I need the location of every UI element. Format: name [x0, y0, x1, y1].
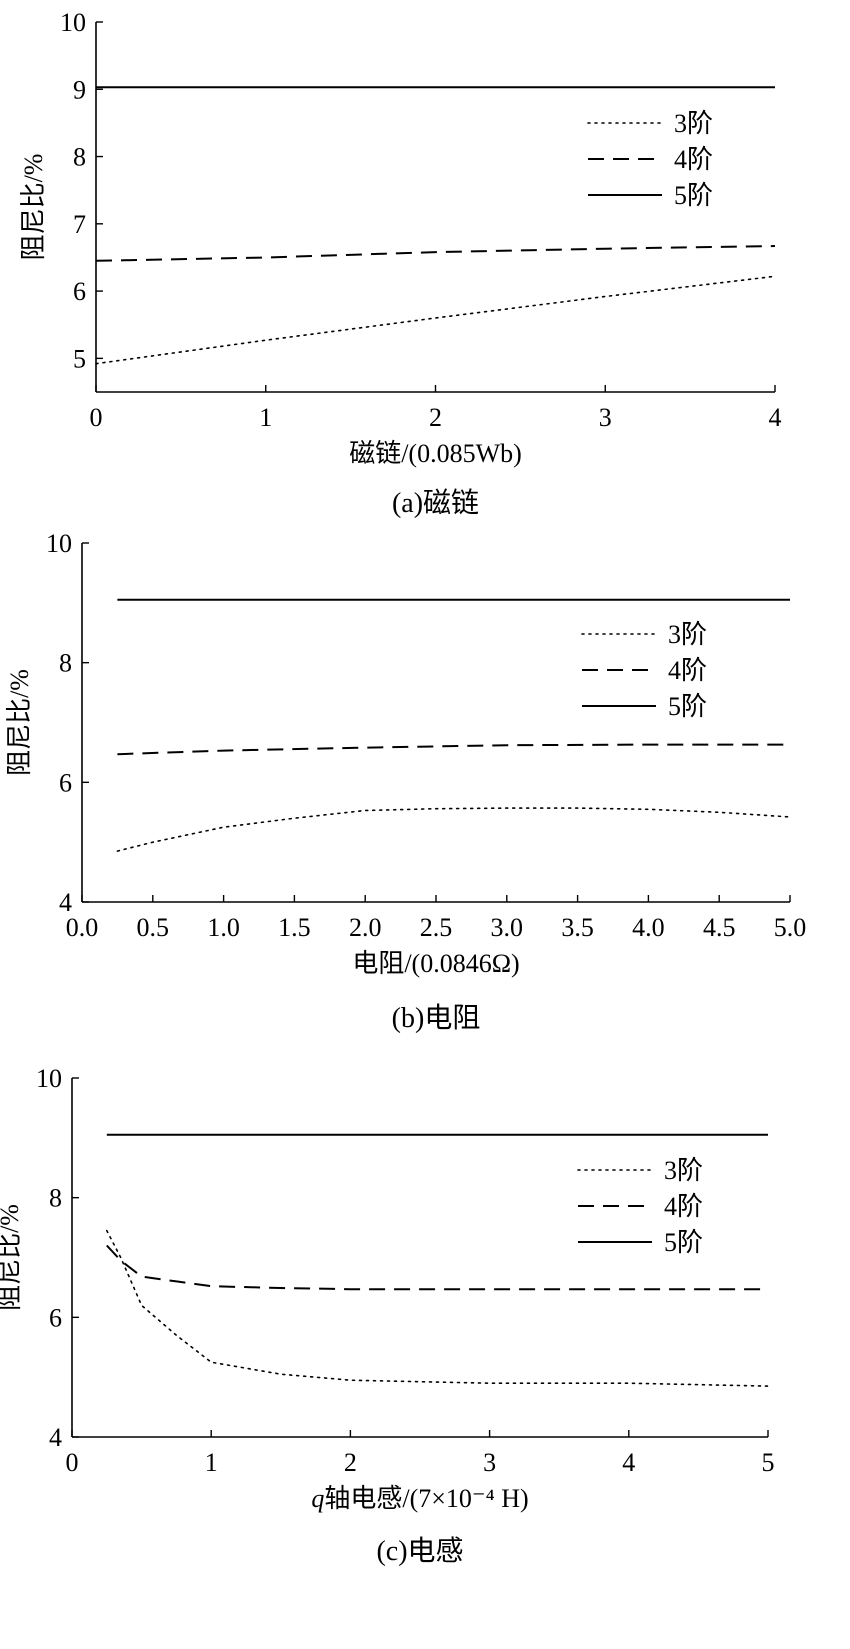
x-tick-label: 0	[66, 1448, 79, 1477]
chart-panel-3: 4 6 8 10 0 1 2 3 4 5 阻尼比/% q轴电感/(7×10⁻⁴ H) (c)电感 3阶 4阶…	[0, 1064, 775, 1567]
x-tick-label: 3	[483, 1448, 496, 1477]
y-tick-label: 6	[59, 768, 72, 797]
x-tick-label: 3.5	[561, 913, 594, 942]
x-tick-label: 2	[429, 403, 442, 432]
legend-label: 3阶	[674, 109, 713, 138]
legend-label: 3阶	[668, 620, 707, 649]
x-axis-label-text: 轴电感/(7×10⁻⁴ H)	[324, 1484, 528, 1513]
x-tick-label: 2	[344, 1448, 357, 1477]
series-line-3-order	[106, 1229, 769, 1387]
legend-label: 4阶	[674, 145, 713, 174]
legend: 3阶 4阶 5阶	[577, 1156, 703, 1257]
legend-label: 4阶	[664, 1192, 703, 1221]
legend-label: 4阶	[668, 656, 707, 685]
legend-label: 5阶	[668, 692, 707, 721]
x-tick-label: 3	[599, 403, 612, 432]
series-line-4-order	[95, 245, 776, 262]
legend: 3阶 4阶 5阶	[587, 109, 713, 210]
series-line-4-order	[117, 743, 790, 756]
x-tick-label: 1	[205, 1448, 218, 1477]
series-line-3-order	[95, 275, 776, 365]
legend: 3阶 4阶 5阶	[581, 620, 707, 721]
y-axis-label: 阻尼比/%	[19, 154, 48, 261]
y-tick-label: 6	[49, 1303, 62, 1332]
x-tick-label: 4	[622, 1448, 635, 1477]
y-tick-label: 6	[73, 277, 86, 306]
x-tick-label: 4.0	[632, 913, 665, 942]
panel-caption: (c)电感	[376, 1535, 463, 1567]
x-tick-label: 1.5	[278, 913, 311, 942]
y-tick-label: 7	[73, 210, 86, 239]
x-tick-label: 2.5	[420, 913, 453, 942]
y-axis-label: 阻尼比/%	[0, 1204, 24, 1311]
x-axis-label: 磁链/(0.085Wb)	[349, 439, 522, 468]
y-tick-label: 8	[49, 1184, 62, 1213]
y-tick-label: 8	[59, 649, 72, 678]
x-tick-label: 3.0	[491, 913, 524, 942]
series-line-3-order	[116, 807, 791, 852]
y-tick-label: 8	[73, 143, 86, 172]
y-tick-label: 5	[73, 344, 86, 373]
y-tick-label: 9	[73, 75, 86, 104]
chart-panel-1: 5 6 7 8 9 10 0 1 2 3 4 阻尼比/% 磁链/(0.085Wb) (a)磁链 3阶 4阶 5阶	[19, 8, 782, 519]
y-tick-label: 10	[46, 529, 72, 558]
panel-caption: (b)电阻	[392, 1002, 481, 1034]
y-tick-label: 10	[36, 1064, 62, 1093]
legend-label: 5阶	[674, 181, 713, 210]
y-tick-label: 10	[60, 8, 86, 37]
x-axis-label: 电阻/(0.0846Ω)	[352, 949, 519, 978]
x-tick-label: 0.0	[66, 913, 99, 942]
y-tick-label: 4	[59, 888, 72, 917]
x-tick-label: 4	[769, 403, 782, 432]
panel-caption: (a)磁链	[392, 487, 479, 519]
x-axis-label-prefix: q	[311, 1484, 324, 1513]
x-tick-label: 0.5	[137, 913, 170, 942]
x-axis-label: q轴电感/(7×10⁻⁴ H)	[311, 1484, 528, 1513]
x-tick-label: 4.5	[703, 913, 736, 942]
legend-label: 5阶	[664, 1228, 703, 1257]
x-tick-label: 2.0	[349, 913, 382, 942]
legend-label: 3阶	[664, 1156, 703, 1185]
y-tick-label: 4	[49, 1423, 62, 1452]
x-tick-label: 1	[259, 403, 272, 432]
x-tick-label: 5.0	[774, 913, 807, 942]
series-line-4-order	[106, 1244, 768, 1291]
x-tick-label: 5	[762, 1448, 775, 1477]
x-tick-label: 1.0	[207, 913, 240, 942]
y-axis-label: 阻尼比/%	[5, 669, 34, 776]
chart-panel-2: 4 6 8 10 0.0 0.5 1.0 1.5 2.0 2.5 3.0 3.5 4.0 4.5 5.0 阻尼…	[5, 529, 806, 1034]
x-tick-label: 0	[90, 403, 103, 432]
